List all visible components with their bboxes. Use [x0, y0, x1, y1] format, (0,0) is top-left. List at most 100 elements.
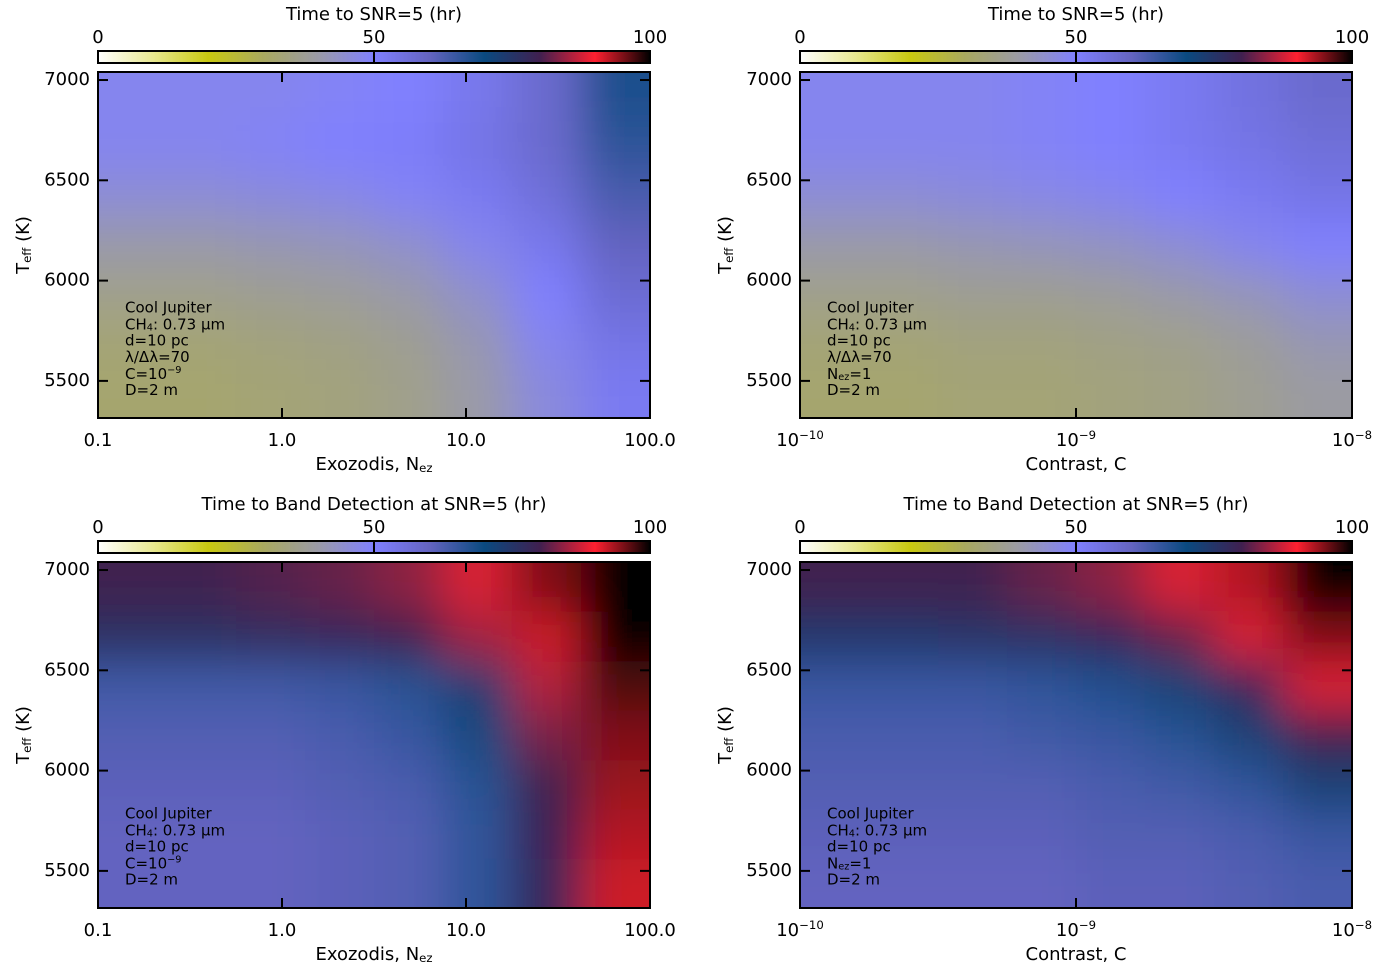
y-axis-label-part: (K)	[13, 706, 34, 738]
annotation-part: =1	[849, 365, 871, 383]
y-tick-label: 5500	[746, 860, 792, 881]
heatmap-cell	[304, 858, 375, 908]
heatmap-cell	[98, 319, 168, 370]
heatmap-cell	[1214, 368, 1284, 418]
heatmap-cell	[1283, 858, 1352, 908]
x-tick-label: 100.0	[624, 430, 676, 451]
y-tick-label: 6000	[44, 760, 90, 781]
heatmap-cell	[1214, 759, 1284, 810]
heatmap-cell	[1144, 319, 1215, 370]
heatmap-cell	[373, 368, 444, 418]
heatmap-cell	[800, 319, 870, 370]
heatmap-cell	[304, 562, 375, 612]
heatmap-cell	[1283, 710, 1352, 761]
x-tick-label: 10−9	[1056, 428, 1096, 451]
heatmap-cells	[98, 72, 650, 418]
heatmap-cell	[1283, 121, 1352, 172]
heatmap-cell	[235, 858, 306, 908]
heatmap-cell	[304, 269, 375, 320]
heatmap-cell	[166, 269, 237, 320]
y-axis-label: Teff (K)	[13, 706, 34, 765]
heatmap-cell	[868, 759, 939, 810]
heatmap-cell	[166, 170, 237, 221]
x-tick-label-part: 10	[1332, 920, 1355, 941]
x-tick-label: 10.0	[446, 920, 486, 941]
heatmap-cell	[235, 710, 306, 761]
y-tick-label: 5500	[44, 370, 90, 391]
x-tick-label-part: −10	[799, 918, 824, 932]
heatmap-cells	[98, 562, 650, 908]
heatmap-cell	[868, 319, 939, 370]
x-tick-label-part: −8	[1355, 918, 1372, 932]
heatmap-cell	[442, 121, 513, 172]
x-tick-label: 100.0	[624, 920, 676, 941]
x-tick-label-part: 10	[1332, 430, 1355, 451]
heatmap-cell	[304, 759, 375, 810]
heatmap-cell	[800, 562, 870, 612]
y-tick-label: 7000	[746, 559, 792, 580]
heatmap-cell	[800, 269, 870, 320]
annotation-part: : 0.73 μm	[153, 821, 225, 839]
heatmap-cell	[373, 121, 444, 172]
heatmap-cell	[511, 319, 582, 370]
annotation-part: 4	[147, 829, 153, 840]
y-tick-label: 5500	[44, 860, 90, 881]
heatmap-cell	[442, 562, 513, 612]
x-axis-label: Exozodis, Nez	[316, 454, 433, 475]
heatmap-cell	[1283, 269, 1352, 320]
heatmap-cell	[373, 319, 444, 370]
y-tick-label: 6500	[44, 659, 90, 680]
heatmap-cell	[98, 809, 168, 860]
annotation-part: 4	[147, 323, 153, 334]
heatmap-cell	[868, 368, 939, 418]
heatmap-cell	[868, 562, 939, 612]
heatmap-cell	[373, 858, 444, 908]
heatmap-cell	[580, 368, 650, 418]
annotation: d=10 pc	[827, 838, 891, 856]
annotation: d=10 pc	[125, 332, 189, 350]
heatmap-cell	[868, 220, 939, 271]
annotation: CH4: 0.73 μm	[827, 315, 927, 334]
y-axis-label: Teff (K)	[715, 216, 736, 275]
heatmap-cell	[1075, 72, 1146, 122]
heatmap-cell	[580, 759, 650, 810]
heatmap-cell	[511, 170, 582, 221]
colorbar-tick-label: 0	[794, 27, 805, 48]
heatmap-cell	[166, 368, 237, 418]
heatmap-cell	[235, 611, 306, 662]
heatmap-cell	[1075, 858, 1146, 908]
heatmap-cell	[1144, 220, 1215, 271]
heatmap-cell	[1144, 611, 1215, 662]
heatmap-cells	[800, 72, 1352, 418]
colorbar-tick-label: 50	[363, 517, 386, 538]
heatmap	[800, 72, 1352, 418]
heatmap-cell	[98, 660, 168, 711]
heatmap-cell	[800, 611, 870, 662]
heatmap-cell	[868, 72, 939, 122]
heatmap-cell	[166, 611, 237, 662]
heatmap-cell	[1283, 611, 1352, 662]
heatmap-cell	[938, 858, 1008, 908]
heatmap-cell	[938, 269, 1008, 320]
heatmap-cell	[235, 368, 306, 418]
heatmap-cell	[166, 710, 237, 761]
y-tick-label: 6000	[746, 270, 792, 291]
heatmap-cell	[442, 170, 513, 221]
heatmap-cell	[1075, 809, 1146, 860]
annotation-part: CH	[125, 315, 147, 333]
heatmap-cell	[98, 269, 168, 320]
x-axis-label: Exozodis, Nez	[316, 944, 433, 965]
heatmap-cell	[98, 368, 168, 418]
heatmap-cell	[373, 72, 444, 122]
heatmap-cell	[800, 809, 870, 860]
x-tick-label-part: −9	[1079, 918, 1096, 932]
heatmap-cell	[1214, 170, 1284, 221]
heatmap-cell	[511, 759, 582, 810]
heatmap-cell	[304, 319, 375, 370]
heatmap-cell	[373, 170, 444, 221]
heatmap-cell	[235, 121, 306, 172]
annotation-part: : 0.73 μm	[153, 315, 225, 333]
heatmap-cell	[1214, 72, 1284, 122]
annotation: d=10 pc	[827, 332, 891, 350]
x-tick-label: 10−9	[1056, 918, 1096, 941]
